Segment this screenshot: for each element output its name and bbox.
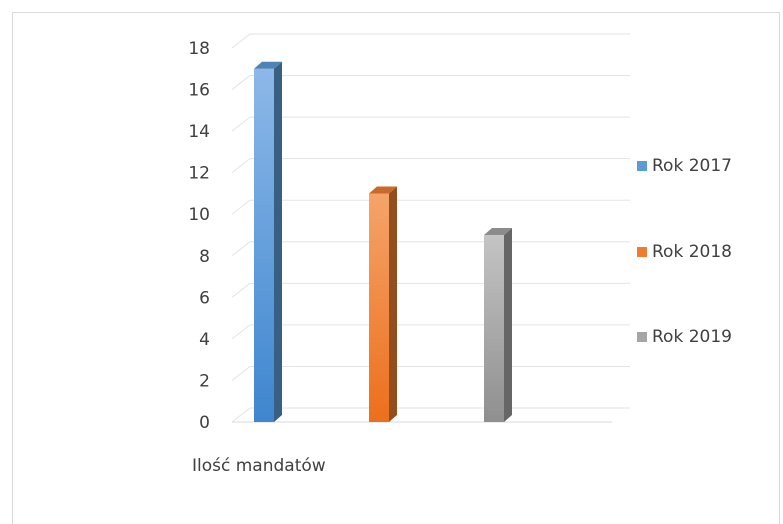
gridline [231, 75, 630, 90]
bar-rok-2019 [484, 228, 512, 422]
y-tick-label: 2 [199, 371, 210, 391]
gridline [231, 241, 630, 257]
gridline [231, 324, 630, 340]
legend-label: Rok 2017 [652, 156, 732, 176]
bar-rok-2017 [254, 61, 282, 423]
y-tick-label: 0 [199, 413, 210, 433]
y-axis: 0 2 4 6 8 10 12 14 16 18 [188, 39, 210, 433]
legend-item: Rok 2019 [637, 327, 732, 347]
x-axis: Ilość mandatów [192, 456, 326, 476]
legend-label: Rok 2018 [652, 242, 732, 262]
legend-swatch [637, 332, 647, 342]
legend-swatch [637, 247, 647, 257]
legend-label: Rok 2019 [652, 327, 732, 347]
gridlines [231, 33, 630, 423]
y-tick-label: 16 [188, 81, 210, 101]
legend-swatch [637, 161, 647, 171]
gridline [231, 158, 630, 174]
bars [254, 61, 512, 423]
y-tick-label: 18 [188, 39, 210, 59]
y-tick-label: 8 [199, 247, 210, 267]
gridline [231, 407, 630, 423]
y-tick-label: 6 [199, 288, 210, 308]
legend-item: Rok 2017 [637, 156, 732, 176]
bar-rok-2018 [369, 186, 397, 422]
legend: Rok 2017 Rok 2018 Rok 2019 [637, 156, 732, 347]
legend-item: Rok 2018 [637, 242, 732, 262]
gridline [231, 116, 630, 132]
y-tick-label: 14 [188, 122, 210, 142]
y-tick-label: 12 [188, 164, 210, 184]
y-tick-label: 4 [199, 330, 210, 350]
gridline [231, 365, 630, 381]
gridline [231, 33, 630, 49]
y-tick-label: 10 [188, 205, 210, 225]
chart-frame [12, 12, 780, 524]
x-category-label: Ilość mandatów [192, 456, 326, 476]
gridline [231, 282, 630, 298]
gridline [231, 199, 630, 215]
